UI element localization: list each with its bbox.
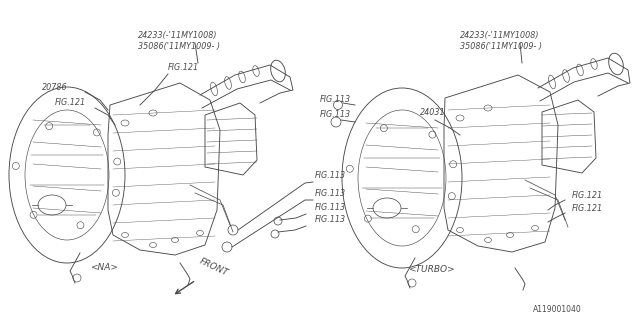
Text: FIG.113: FIG.113 — [320, 110, 351, 119]
Text: 24233(-'11MY1008): 24233(-'11MY1008) — [138, 31, 218, 40]
Text: FIG.121: FIG.121 — [168, 63, 199, 72]
Text: FRONT: FRONT — [198, 257, 230, 278]
Text: 24233(-'11MY1008): 24233(-'11MY1008) — [460, 31, 540, 40]
Text: FIG.121: FIG.121 — [572, 204, 603, 213]
Text: 20786: 20786 — [42, 83, 68, 92]
Text: A119001040: A119001040 — [533, 305, 582, 314]
Text: FIG.113: FIG.113 — [315, 203, 346, 212]
Text: FIG.113: FIG.113 — [315, 171, 346, 180]
Text: 24031: 24031 — [420, 108, 445, 117]
Text: FIG.121: FIG.121 — [55, 98, 86, 107]
Text: FIG.113: FIG.113 — [320, 95, 351, 104]
Text: FIG.113: FIG.113 — [315, 189, 346, 198]
Text: 35086('11MY1009- ): 35086('11MY1009- ) — [460, 42, 542, 51]
Text: FIG.121: FIG.121 — [572, 191, 603, 200]
Text: <TURBO>: <TURBO> — [408, 265, 454, 274]
Text: 35086('11MY1009- ): 35086('11MY1009- ) — [138, 42, 220, 51]
Text: FIG.113: FIG.113 — [315, 215, 346, 224]
Text: <NA>: <NA> — [90, 263, 118, 272]
